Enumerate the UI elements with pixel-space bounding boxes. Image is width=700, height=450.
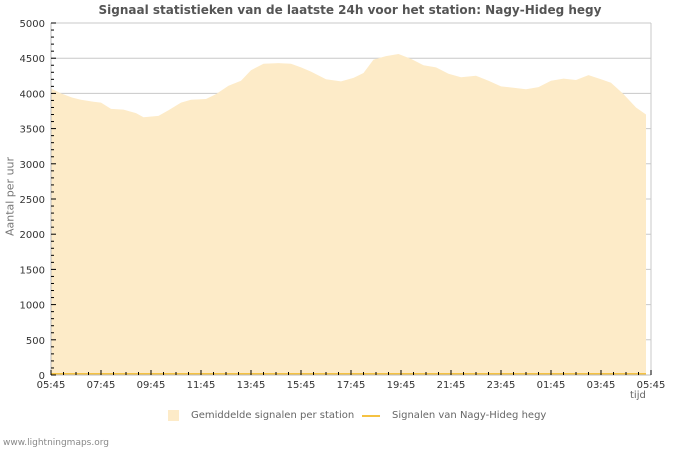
y-tick-label: 0 [39,371,45,382]
chart-title: Signaal statistieken van de laatste 24h … [98,3,602,17]
x-tick-label: 05:45 [37,380,66,391]
y-axis-ticks: 0 500 1000 1500 2000 2500 3000 3500 4000 4500 5000 [20,19,56,382]
area-series-average-signals [51,54,646,375]
legend-item-average[interactable]: Gemiddelde signalen per station [168,410,354,421]
x-tick-label: 11:45 [187,380,216,391]
x-tick-label: 05:45 [637,380,666,391]
x-tick-label: 07:45 [87,380,116,391]
x-tick-label: 09:45 [137,380,166,391]
x-tick-label: 01:45 [537,380,566,391]
legend-label: Gemiddelde signalen per station [191,410,355,421]
x-tick-label: 15:45 [287,380,316,391]
x-axis-label: tijd [630,390,646,401]
x-tick-label: 21:45 [437,380,466,391]
x-tick-label: 23:45 [487,380,516,391]
x-tick-label: 17:45 [337,380,366,391]
x-axis-ticks: 05:45 07:45 09:45 11:45 13:45 15:45 17:45 19:45… [37,370,666,391]
area-swatch-icon [168,410,179,421]
y-tick-label: 3500 [20,125,45,136]
y-tick-label: 2500 [20,195,45,206]
legend-label: Signalen van Nagy-Hideg hegy [392,410,547,421]
x-tick-label: 03:45 [587,380,616,391]
y-tick-label: 3000 [20,160,45,171]
y-tick-label: 5000 [20,19,45,30]
legend-item-station[interactable]: Signalen van Nagy-Hideg hegy [362,410,546,421]
y-axis-label: Aantal per uur [3,156,17,237]
y-tick-label: 4500 [20,54,45,65]
x-tick-label: 13:45 [237,380,266,391]
y-tick-label: 1000 [20,301,45,312]
line-swatch-icon [362,414,380,417]
y-tick-label: 4000 [20,89,45,100]
y-tick-label: 1500 [20,265,45,276]
y-tick-label: 500 [26,336,45,347]
site-credit: www.lightningmaps.org [3,438,109,448]
x-tick-label: 19:45 [387,380,416,391]
y-tick-label: 2000 [20,230,45,241]
